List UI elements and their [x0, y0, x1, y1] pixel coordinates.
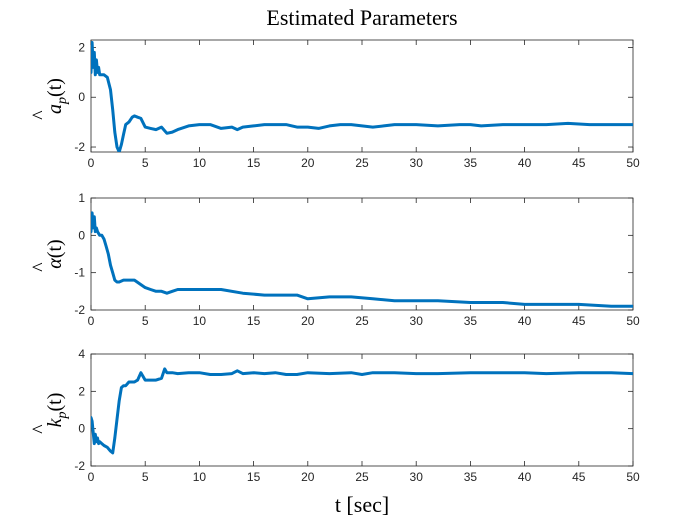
x-tick-label: 30 [410, 156, 424, 170]
x-tick-label: 45 [572, 156, 586, 170]
y-axis-label-hat: ^ [29, 424, 51, 434]
y-tick-label: 4 [78, 347, 85, 361]
y-tick-label: -1 [74, 266, 85, 280]
y-tick-label: 0 [78, 90, 85, 104]
x-tick-label: 50 [626, 314, 640, 328]
series-line-1 [91, 367, 633, 455]
x-tick-label: 15 [247, 314, 261, 328]
x-tick-label: 45 [572, 470, 586, 484]
y-tick-label: -2 [74, 459, 85, 473]
x-tick-label: 0 [88, 314, 95, 328]
y-tick-label: -2 [74, 303, 85, 317]
x-tick-label: 35 [464, 314, 478, 328]
plot-frame [90, 353, 634, 467]
y-axis-label-hat: ^ [29, 110, 51, 120]
x-tick-label: 35 [464, 470, 478, 484]
series-line-1 [91, 41, 633, 152]
y-tick-label: 2 [78, 384, 85, 398]
y-tick-label: 2 [78, 40, 85, 54]
x-tick-label: 15 [247, 156, 261, 170]
x-tick-label: 10 [193, 156, 207, 170]
x-tick-label: 50 [626, 156, 640, 170]
plot-frame [90, 39, 634, 153]
chart-title: Estimated Parameters [266, 5, 457, 30]
x-tick-label: 20 [301, 156, 315, 170]
y-axis-label: kp(t) [44, 393, 70, 428]
y-tick-label: 0 [78, 422, 85, 436]
x-tick-label: 50 [626, 470, 640, 484]
x-tick-label: 5 [142, 470, 149, 484]
x-tick-label: 5 [142, 156, 149, 170]
y-tick-label: 1 [78, 191, 85, 205]
x-tick-label: 10 [193, 470, 207, 484]
x-tick-label: 45 [572, 314, 586, 328]
x-tick-label: 30 [410, 470, 424, 484]
x-tick-label: 25 [355, 314, 369, 328]
x-tick-label: 20 [301, 314, 315, 328]
x-tick-label: 15 [247, 470, 261, 484]
y-axis-label: α(t) [44, 239, 66, 268]
x-tick-label: 40 [518, 470, 532, 484]
y-tick-label: 0 [78, 228, 85, 242]
x-tick-label: 5 [142, 314, 149, 328]
x-axis-label: t [sec] [335, 492, 389, 517]
x-tick-label: 30 [410, 314, 424, 328]
plot-frame [90, 197, 634, 311]
x-tick-label: 20 [301, 470, 315, 484]
x-tick-label: 0 [88, 156, 95, 170]
y-axis-label-hat: ^ [29, 262, 51, 272]
x-tick-label: 35 [464, 156, 478, 170]
y-axis-label: ap(t) [44, 78, 70, 114]
x-tick-label: 25 [355, 470, 369, 484]
subplot-2: 0 5 10 15 20 25 30 35 40 45 50 -2 -1 0 1 α(t)^ [29, 191, 640, 328]
x-tick-label: 40 [518, 156, 532, 170]
x-tick-label: 40 [518, 314, 532, 328]
series-line-1 [91, 211, 633, 308]
x-tick-label: 25 [355, 156, 369, 170]
x-tick-label: 0 [88, 470, 95, 484]
x-tick-label: 10 [193, 314, 207, 328]
y-tick-label: -2 [74, 140, 85, 154]
